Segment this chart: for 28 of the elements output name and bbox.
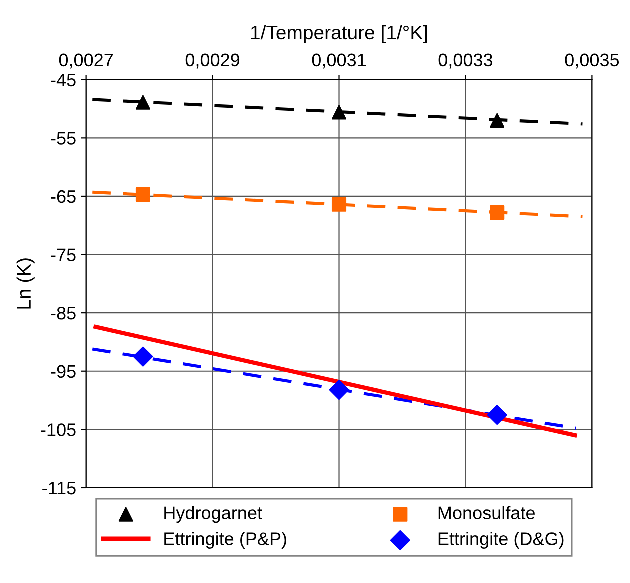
x-tick-label: 0,0029	[186, 54, 240, 69]
legend-label: Ettringite (D&G)	[438, 532, 564, 549]
x-tick-label: 0,0035	[565, 54, 620, 69]
point	[332, 105, 347, 120]
y-tick-label: -115	[42, 482, 76, 495]
y-tick-label: -75	[51, 248, 76, 262]
x-tick-label: 0,0031	[312, 54, 366, 69]
point	[490, 113, 505, 128]
y-tick-label: -65	[51, 190, 76, 204]
y-tick-label: -105	[41, 424, 76, 436]
x-axis-title: 1/Temperature [1/°K]	[251, 25, 428, 44]
point	[133, 346, 154, 367]
legend-label: Hydrogarnet	[164, 506, 262, 524]
point	[490, 206, 505, 220]
y-tick-label: -55	[51, 132, 76, 145]
point	[136, 187, 151, 202]
y-tick-label: -95	[51, 365, 76, 378]
legend-label: Monosulfate	[438, 506, 535, 520]
x-tick-label: 0,0027	[59, 54, 114, 69]
y-tick-label: -45	[51, 74, 76, 87]
x-tick-label: 0,0033	[438, 54, 493, 69]
point	[329, 380, 350, 400]
point	[487, 405, 508, 426]
legend-label: Ettringite (P&P)	[164, 532, 286, 549]
point	[136, 95, 151, 110]
point	[332, 197, 347, 212]
y-axis-title: Ln (K)	[16, 258, 35, 309]
y-tick-label: -85	[51, 307, 76, 320]
